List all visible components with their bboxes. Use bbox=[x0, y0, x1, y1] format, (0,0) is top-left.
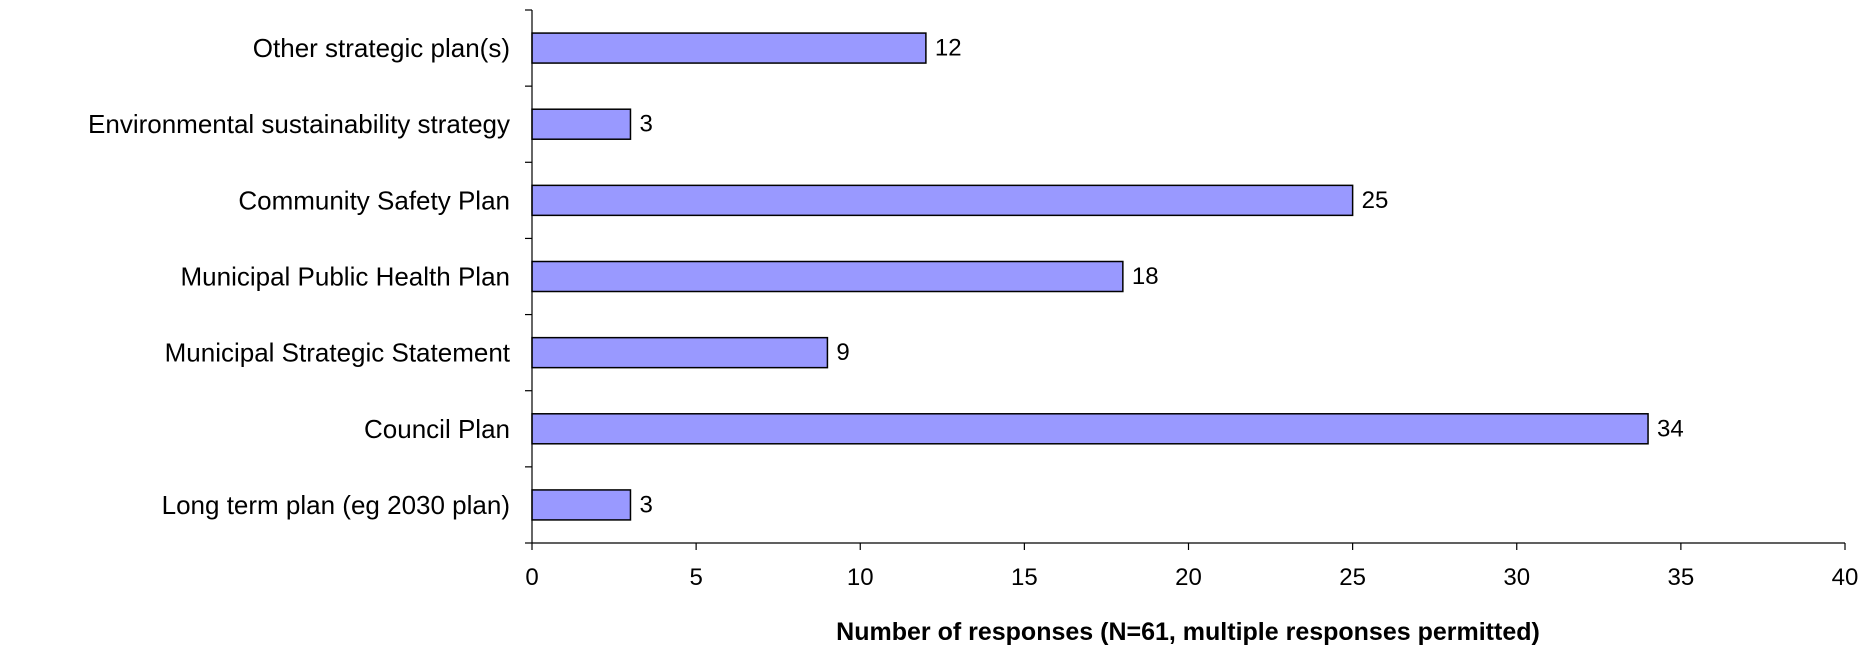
category-label: Community Safety Plan bbox=[238, 185, 510, 215]
data-label: 3 bbox=[639, 111, 652, 138]
bar bbox=[531, 184, 1354, 217]
bars-group: Other strategic plan(s) 12 Environmental s… bbox=[88, 32, 1684, 521]
bar bbox=[531, 489, 632, 521]
category-label: Environmental sustainability strategy bbox=[88, 109, 510, 139]
category-label: Municipal Public Health Plan bbox=[180, 262, 510, 292]
bar bbox=[531, 336, 829, 369]
data-label: 18 bbox=[1132, 263, 1159, 290]
x-tick-label: 15 bbox=[1011, 564, 1038, 591]
x-tick-label: 5 bbox=[689, 564, 702, 591]
data-label: 9 bbox=[836, 339, 849, 366]
category-label: Long term plan (eg 2030 plan) bbox=[162, 490, 510, 520]
category-label: Council Plan bbox=[364, 414, 510, 444]
x-axis-title: Number of responses (N=61, multiple resp… bbox=[836, 618, 1540, 646]
x-tick-label: 30 bbox=[1503, 564, 1530, 591]
bar bbox=[531, 108, 632, 140]
data-label: 25 bbox=[1362, 187, 1389, 214]
x-tick-label: 40 bbox=[1832, 564, 1859, 591]
axes-group: 0 5 10 15 20 25 30 35 40 bbox=[525, 9, 1859, 591]
data-label: 3 bbox=[639, 491, 652, 518]
x-tick-label: 20 bbox=[1175, 564, 1202, 591]
x-tick-label: 35 bbox=[1668, 564, 1695, 591]
category-label: Municipal Strategic Statement bbox=[165, 338, 511, 368]
x-tick-label: 25 bbox=[1339, 564, 1366, 591]
bar bbox=[531, 413, 1649, 445]
category-label: Other strategic plan(s) bbox=[253, 33, 510, 63]
data-label: 34 bbox=[1657, 415, 1684, 442]
x-tick-label: 10 bbox=[847, 564, 874, 591]
bar bbox=[531, 260, 1124, 293]
data-label: 12 bbox=[935, 35, 962, 62]
bar bbox=[531, 32, 927, 64]
x-tick-label: 0 bbox=[525, 564, 538, 591]
